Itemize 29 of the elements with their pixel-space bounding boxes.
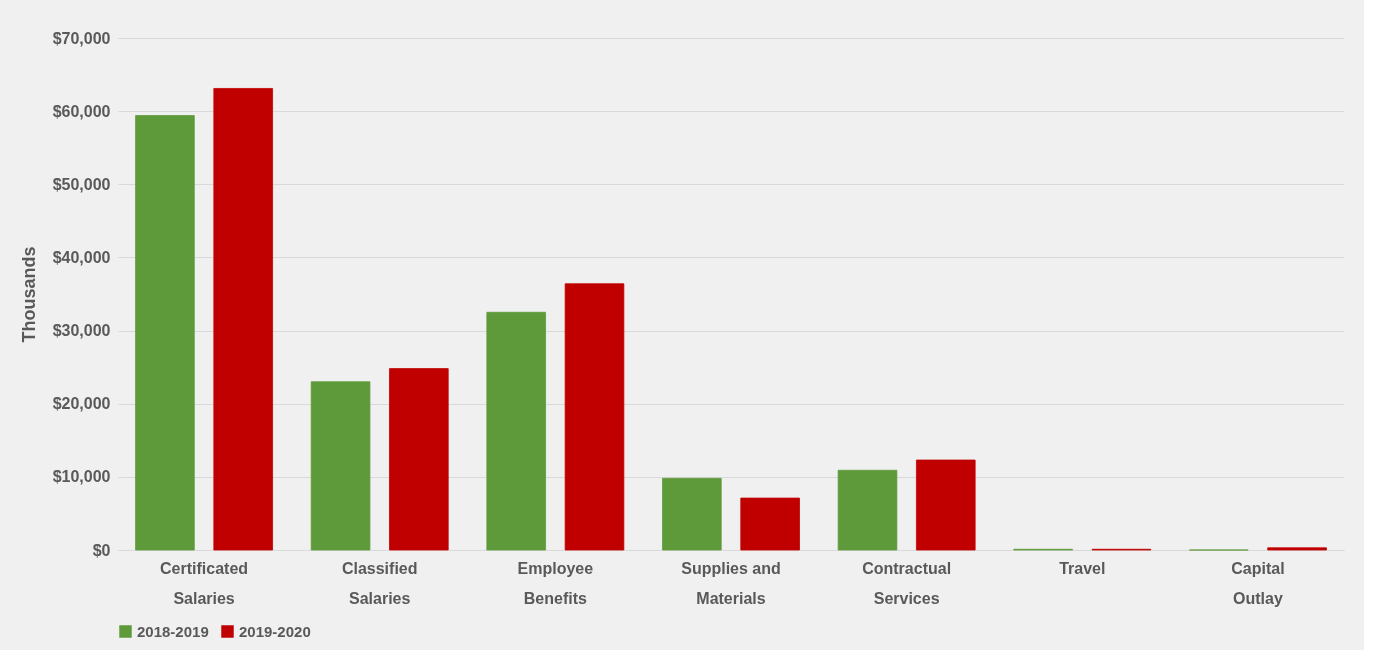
- y-tick-label: $50,000: [52, 175, 111, 193]
- x-tick-label: Employee Benefits: [517, 559, 594, 607]
- legend-label: 2018-2019: [137, 622, 209, 640]
- x-tick-label: Capital Outlay: [1231, 559, 1285, 607]
- x-tick-label: Certificated Salaries: [160, 559, 249, 607]
- y-tick-label: $40,000: [52, 248, 111, 266]
- y-tick-label: $70,000: [52, 29, 111, 47]
- x-tick-label: Contractual Services: [862, 559, 952, 607]
- bar: [837, 469, 898, 551]
- bar: [135, 115, 195, 551]
- y-tick-label: $60,000: [52, 102, 111, 120]
- bar: [1267, 547, 1327, 551]
- bar: [310, 381, 371, 551]
- y-tick-label: $30,000: [52, 322, 111, 340]
- bar: [740, 497, 800, 551]
- y-tick-label: $20,000: [52, 395, 111, 413]
- y-tick-label: $10,000: [52, 468, 111, 486]
- y-axis-title: Thousands: [18, 246, 39, 343]
- x-tick-label: Travel: [1059, 559, 1106, 577]
- bar: [564, 283, 625, 551]
- y-tick-label: $0: [92, 541, 111, 559]
- legend-label: 2019-2020: [239, 622, 311, 640]
- x-tick-label: Classified Salaries: [341, 559, 418, 607]
- bar: [662, 477, 722, 551]
- bar: [389, 368, 449, 551]
- bar: [916, 459, 976, 551]
- bar: [213, 88, 273, 551]
- bar: [486, 311, 546, 551]
- x-tick-label: Supplies and Materials: [681, 559, 781, 607]
